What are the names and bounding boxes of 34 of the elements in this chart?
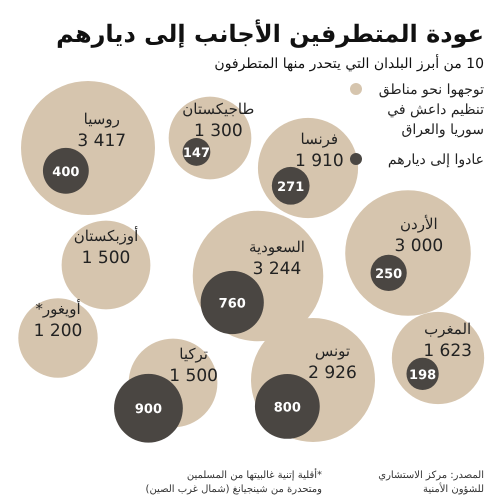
legend-label: توجهوا نحو مناطق تنظيم داعش في سوريا والعراق <box>378 82 484 138</box>
category-label: طاجيكستان <box>182 100 254 118</box>
data-label: 1 500 <box>82 248 130 268</box>
data-label: 900 <box>134 402 162 418</box>
category-label: أويغور* <box>35 299 81 318</box>
category-label: أوزبكستان <box>74 226 138 245</box>
category-label: تركيا <box>179 345 208 363</box>
text: عودة المتطرفين الأجانب إلى ديارهم <box>56 19 484 48</box>
data-label: 1 910 <box>294 151 344 171</box>
data-label: 3 244 <box>252 259 302 279</box>
data-label: 1 200 <box>34 321 82 341</box>
data-label: 147 <box>182 146 210 161</box>
data-label: 1 623 <box>423 341 472 361</box>
data-label: 3 000 <box>394 236 444 256</box>
data-label: 1 300 <box>194 121 243 141</box>
data-label: 1 500 <box>169 366 218 386</box>
data-label: 271 <box>277 180 304 195</box>
data-label: 198 <box>409 368 436 383</box>
data-label: 2 926 <box>308 363 357 383</box>
text: 10 من أبرز البلدان التي يتحدر منها المتطرفون <box>214 54 484 72</box>
data-label: 3 417 <box>77 131 126 151</box>
data-label: 400 <box>52 164 80 180</box>
category-label: المغرب <box>424 320 472 338</box>
category-label: روسيا <box>84 110 120 128</box>
category-label: الأردن <box>400 214 438 233</box>
legend-label: عادوا إلى ديارهم <box>388 152 484 168</box>
category-label: تونس <box>314 342 350 360</box>
data-label: 250 <box>375 266 402 282</box>
text: المصدر: مركز الاستشاري للشؤون الأمنية <box>378 470 484 495</box>
data-label: 800 <box>274 400 301 416</box>
text: *أقلية إتنية غالبيتها من المسلمين ومتحدرة من شينجيانغ (شمال غرب الصين) <box>146 468 322 495</box>
category-label: السعودية <box>248 238 305 256</box>
data-label: 760 <box>218 296 246 312</box>
category-label: فرنسا <box>300 130 338 148</box>
